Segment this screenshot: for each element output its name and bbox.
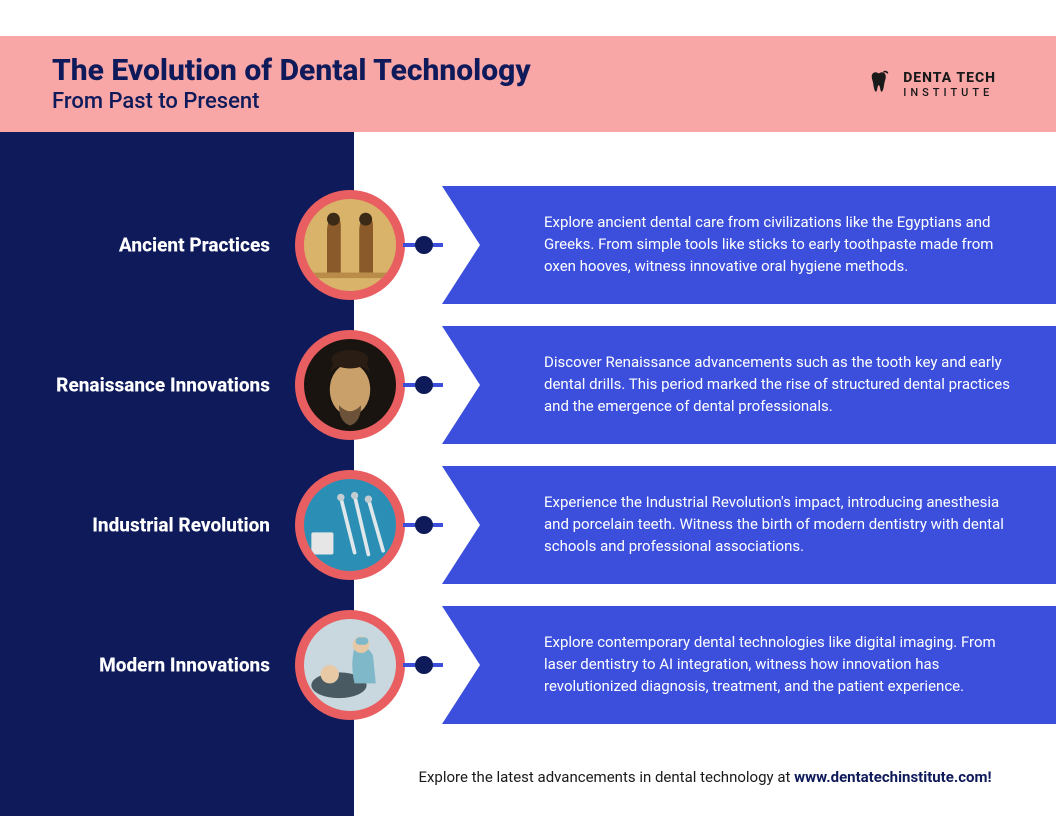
logo-line2: INSTITUTE bbox=[903, 87, 996, 98]
connector-dot bbox=[415, 376, 433, 394]
era-image bbox=[304, 199, 396, 291]
row-panel: Discover Renaissance advancements such a… bbox=[442, 326, 1056, 444]
row-body-text: Experience the Industrial Revolution's i… bbox=[544, 492, 1016, 557]
row-panel: Experience the Industrial Revolution's i… bbox=[442, 466, 1056, 584]
row-label: Renaissance Innovations bbox=[0, 374, 280, 397]
era-image-circle bbox=[295, 470, 405, 580]
era-image-circle bbox=[295, 610, 405, 720]
page: The Evolution of Dental Technology From … bbox=[0, 0, 1056, 816]
era-image bbox=[304, 339, 396, 431]
timeline-rows: Ancient Practices Explore ancient dental… bbox=[0, 175, 1056, 735]
row-body-text: Explore contemporary dental technologies… bbox=[544, 632, 1016, 697]
connector-dot bbox=[415, 236, 433, 254]
row-label: Ancient Practices bbox=[0, 234, 280, 257]
tooth-icon bbox=[869, 69, 895, 99]
era-image bbox=[304, 479, 396, 571]
row-label: Modern Innovations bbox=[0, 654, 280, 677]
timeline-row: Ancient Practices Explore ancient dental… bbox=[0, 175, 1056, 315]
brand-logo: DENTA TECH INSTITUTE bbox=[869, 69, 996, 99]
timeline-row: Industrial Revolution Experience the Ind… bbox=[0, 455, 1056, 595]
page-title: The Evolution of Dental Technology bbox=[52, 54, 531, 87]
timeline-row: Modern Innovations Explore contemporary … bbox=[0, 595, 1056, 735]
row-panel-body: Explore contemporary dental technologies… bbox=[482, 606, 1056, 724]
row-label: Industrial Revolution bbox=[0, 514, 280, 537]
footer-text: Explore the latest advancements in denta… bbox=[418, 768, 794, 786]
header-titles: The Evolution of Dental Technology From … bbox=[52, 54, 531, 114]
top-strip bbox=[0, 0, 1056, 36]
logo-line1: DENTA TECH bbox=[903, 71, 996, 85]
row-panel: Explore ancient dental care from civiliz… bbox=[442, 186, 1056, 304]
row-body-text: Explore ancient dental care from civiliz… bbox=[544, 212, 1016, 277]
era-image-circle bbox=[295, 190, 405, 300]
connector-dot bbox=[415, 516, 433, 534]
era-image bbox=[304, 619, 396, 711]
era-image-circle bbox=[295, 330, 405, 440]
row-panel: Explore contemporary dental technologies… bbox=[442, 606, 1056, 724]
footer-link[interactable]: www.dentatechinstitute.com! bbox=[794, 768, 991, 786]
row-panel-body: Experience the Industrial Revolution's i… bbox=[482, 466, 1056, 584]
footer: Explore the latest advancements in denta… bbox=[354, 768, 1056, 786]
connector-dot bbox=[415, 656, 433, 674]
row-panel-body: Discover Renaissance advancements such a… bbox=[482, 326, 1056, 444]
header-band: The Evolution of Dental Technology From … bbox=[0, 36, 1056, 132]
row-panel-body: Explore ancient dental care from civiliz… bbox=[482, 186, 1056, 304]
logo-text: DENTA TECH INSTITUTE bbox=[903, 71, 996, 98]
timeline-row: Renaissance Innovations Discover Renaiss… bbox=[0, 315, 1056, 455]
row-body-text: Discover Renaissance advancements such a… bbox=[544, 352, 1016, 417]
page-subtitle: From Past to Present bbox=[52, 89, 531, 114]
